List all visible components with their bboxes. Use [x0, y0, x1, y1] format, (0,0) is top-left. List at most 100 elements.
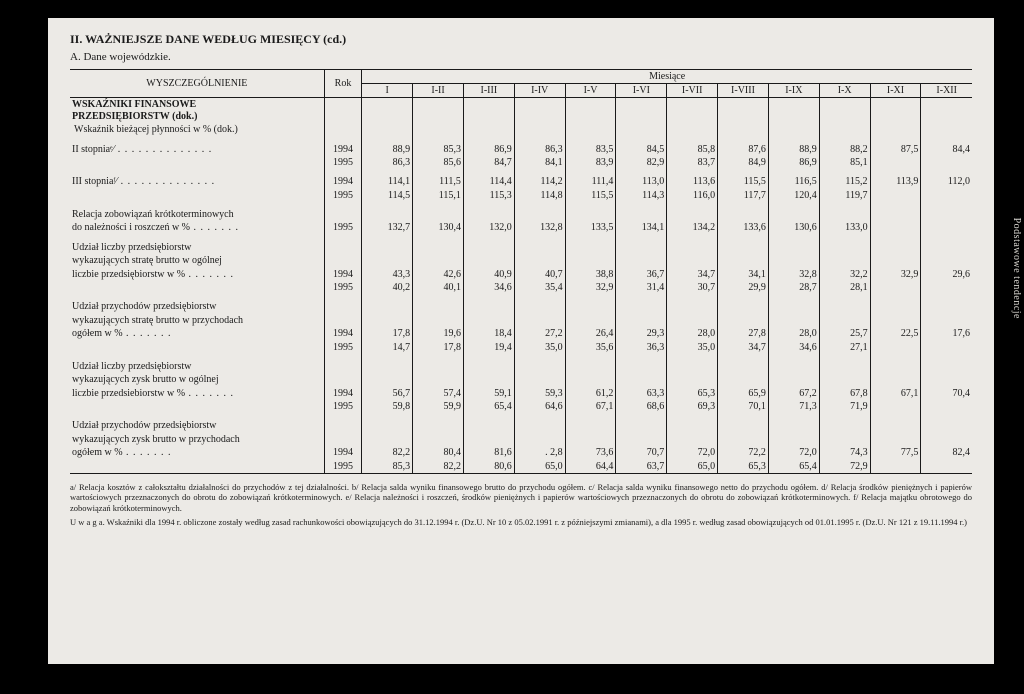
- value-cell: 77,5: [870, 446, 921, 460]
- document-page: II. WAŻNIEJSZE DANE WEDŁUG MIESIĘCY (cd.…: [48, 18, 994, 664]
- value-cell: 65,0: [667, 460, 718, 474]
- row-label: III stopniaᶠ⁄: [70, 175, 324, 189]
- value-cell: [921, 341, 972, 354]
- value-cell: 28,1: [819, 281, 870, 294]
- value-cell: 63,3: [616, 387, 667, 401]
- row-label: ogółem w %: [70, 446, 324, 460]
- value-cell: 72,2: [718, 446, 769, 460]
- col-header-month: I-XII: [921, 84, 972, 98]
- col-header-month: I-VI: [616, 84, 667, 98]
- value-cell: 59,1: [463, 387, 514, 401]
- value-cell: 17,6: [921, 327, 972, 341]
- year-cell: 1995: [324, 400, 362, 413]
- value-cell: 130,6: [768, 221, 819, 235]
- value-cell: 87,6: [718, 143, 769, 157]
- value-cell: 65,3: [718, 460, 769, 474]
- year-cell: 1995: [324, 341, 362, 354]
- value-cell: 67,1: [565, 400, 616, 413]
- value-cell: 86,9: [463, 143, 514, 157]
- value-cell: 80,4: [413, 446, 464, 460]
- value-cell: 85,1: [819, 156, 870, 169]
- year-cell: 1995: [324, 221, 362, 235]
- value-cell: 65,3: [667, 387, 718, 401]
- value-cell: 27,8: [718, 327, 769, 341]
- value-cell: 114,4: [463, 175, 514, 189]
- year-cell: 1994: [324, 268, 362, 282]
- value-cell: 132,0: [463, 221, 514, 235]
- row-label: wykazujących zysk brutto w ogólnej: [70, 373, 324, 387]
- value-cell: [921, 221, 972, 235]
- row-label: Udział liczby przedsiębiorstw: [70, 360, 324, 374]
- value-cell: 112,0: [921, 175, 972, 189]
- value-cell: 19,4: [463, 341, 514, 354]
- value-cell: 40,7: [514, 268, 565, 282]
- value-cell: 25,7: [819, 327, 870, 341]
- value-cell: 59,9: [413, 400, 464, 413]
- value-cell: 120,4: [768, 189, 819, 202]
- value-cell: 84,1: [514, 156, 565, 169]
- value-cell: [921, 400, 972, 413]
- page-subtitle: A. Dane wojewódzkie.: [70, 51, 972, 63]
- value-cell: 28,0: [667, 327, 718, 341]
- col-header-month: I-VII: [667, 84, 718, 98]
- row-label: wykazujących zysk brutto w przychodach: [70, 433, 324, 447]
- row-label: Udział przychodów przedsiębiorstw: [70, 419, 324, 433]
- value-cell: 22,5: [870, 327, 921, 341]
- value-cell: 35,4: [514, 281, 565, 294]
- value-cell: 65,0: [514, 460, 565, 474]
- page-title: II. WAŻNIEJSZE DANE WEDŁUG MIESIĘCY (cd.…: [70, 32, 972, 47]
- value-cell: 40,9: [463, 268, 514, 282]
- value-cell: 14,7: [362, 341, 413, 354]
- value-cell: 40,1: [413, 281, 464, 294]
- value-cell: 17,8: [413, 341, 464, 354]
- value-cell: 117,7: [718, 189, 769, 202]
- value-cell: 114,3: [616, 189, 667, 202]
- value-cell: 83,5: [565, 143, 616, 157]
- value-cell: 38,8: [565, 268, 616, 282]
- value-cell: 67,1: [870, 387, 921, 401]
- value-cell: [870, 400, 921, 413]
- value-cell: 59,8: [362, 400, 413, 413]
- value-cell: 32,9: [565, 281, 616, 294]
- value-cell: 88,9: [362, 143, 413, 157]
- row-label: do należności i roszczeń w %: [70, 221, 324, 235]
- col-header-month: I-II: [413, 84, 464, 98]
- col-header-month: I: [362, 84, 413, 98]
- value-cell: 71,9: [819, 400, 870, 413]
- side-margin-label: Podstawowe tendencje: [1011, 218, 1022, 319]
- value-cell: 28,7: [768, 281, 819, 294]
- value-cell: 34,1: [718, 268, 769, 282]
- value-cell: [921, 156, 972, 169]
- value-cell: 85,3: [413, 143, 464, 157]
- value-cell: 28,0: [768, 327, 819, 341]
- value-cell: 84,4: [921, 143, 972, 157]
- value-cell: 18,4: [463, 327, 514, 341]
- year-cell: 1995: [324, 281, 362, 294]
- value-cell: 86,3: [362, 156, 413, 169]
- value-cell: 61,2: [565, 387, 616, 401]
- year-cell: 1994: [324, 175, 362, 189]
- value-cell: 130,4: [413, 221, 464, 235]
- value-cell: 72,0: [768, 446, 819, 460]
- value-cell: 82,4: [921, 446, 972, 460]
- value-cell: [870, 341, 921, 354]
- value-cell: 116,0: [667, 189, 718, 202]
- value-cell: 71,3: [768, 400, 819, 413]
- value-cell: 31,4: [616, 281, 667, 294]
- value-cell: [870, 189, 921, 202]
- section-head: WSKAŹNIKI FINANSOWEPRZEDSIĘBIORSTW (dok.…: [70, 98, 324, 124]
- value-cell: 36,7: [616, 268, 667, 282]
- value-cell: 70,4: [921, 387, 972, 401]
- value-cell: 81,6: [463, 446, 514, 460]
- value-cell: 63,7: [616, 460, 667, 474]
- value-cell: 88,2: [819, 143, 870, 157]
- value-cell: 34,6: [463, 281, 514, 294]
- value-cell: 134,1: [616, 221, 667, 235]
- col-header-months-group: Miesiące: [362, 70, 972, 84]
- row-label: wykazujących stratę brutto w ogólnej: [70, 254, 324, 268]
- value-cell: 35,6: [565, 341, 616, 354]
- value-cell: 86,9: [768, 156, 819, 169]
- row-label: Udział liczby przedsiębiorstw: [70, 241, 324, 255]
- value-cell: 134,2: [667, 221, 718, 235]
- value-cell: [870, 281, 921, 294]
